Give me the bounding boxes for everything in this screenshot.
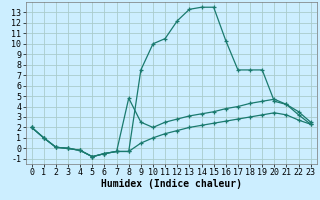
X-axis label: Humidex (Indice chaleur): Humidex (Indice chaleur) bbox=[101, 179, 242, 189]
